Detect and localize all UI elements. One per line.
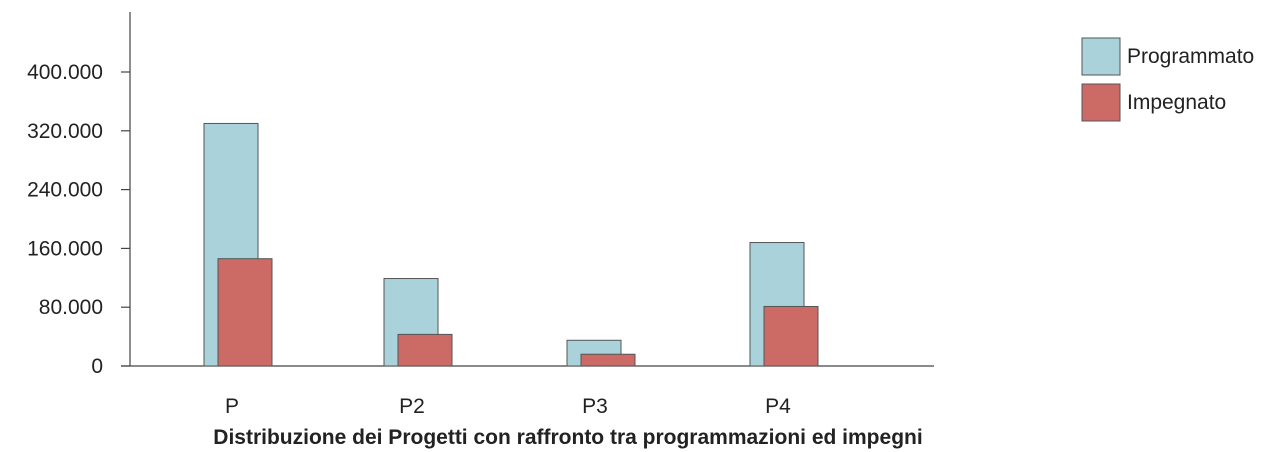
y-axis: 0 80.000 160.000 240.000 320.000 400.000 [27,12,131,378]
bars [203,122,819,367]
x-category-label: P3 [582,395,608,418]
bar-impegnato-p4 [763,305,819,367]
legend-swatch-impegnato [1081,83,1121,122]
chart-title: Distribuzione dei Progetti con raffronto… [213,426,922,449]
x-category-label: P [225,395,239,418]
bar-impegnato-p2 [397,333,453,367]
y-tick-label: 0 [91,355,103,378]
x-axis: P P2 P3 P4 [121,365,934,418]
bar-impegnato-p [217,258,273,367]
y-tick-label: 80.000 [39,296,103,319]
x-category-label: P2 [399,395,425,418]
legend-label-impegnato: Impegnato [1127,91,1226,114]
y-tick-label: 320.000 [27,120,103,143]
y-tick-label: 240.000 [27,179,103,202]
x-category-label: P4 [765,395,791,418]
legend-swatch-programmato [1081,37,1121,76]
y-tick-label: 400.000 [27,61,103,84]
legend: Programmato Impegnato [1081,37,1254,122]
bar-impegnato-p3 [580,353,636,367]
y-tick-label: 160.000 [27,237,103,260]
legend-label-programmato: Programmato [1127,45,1254,68]
